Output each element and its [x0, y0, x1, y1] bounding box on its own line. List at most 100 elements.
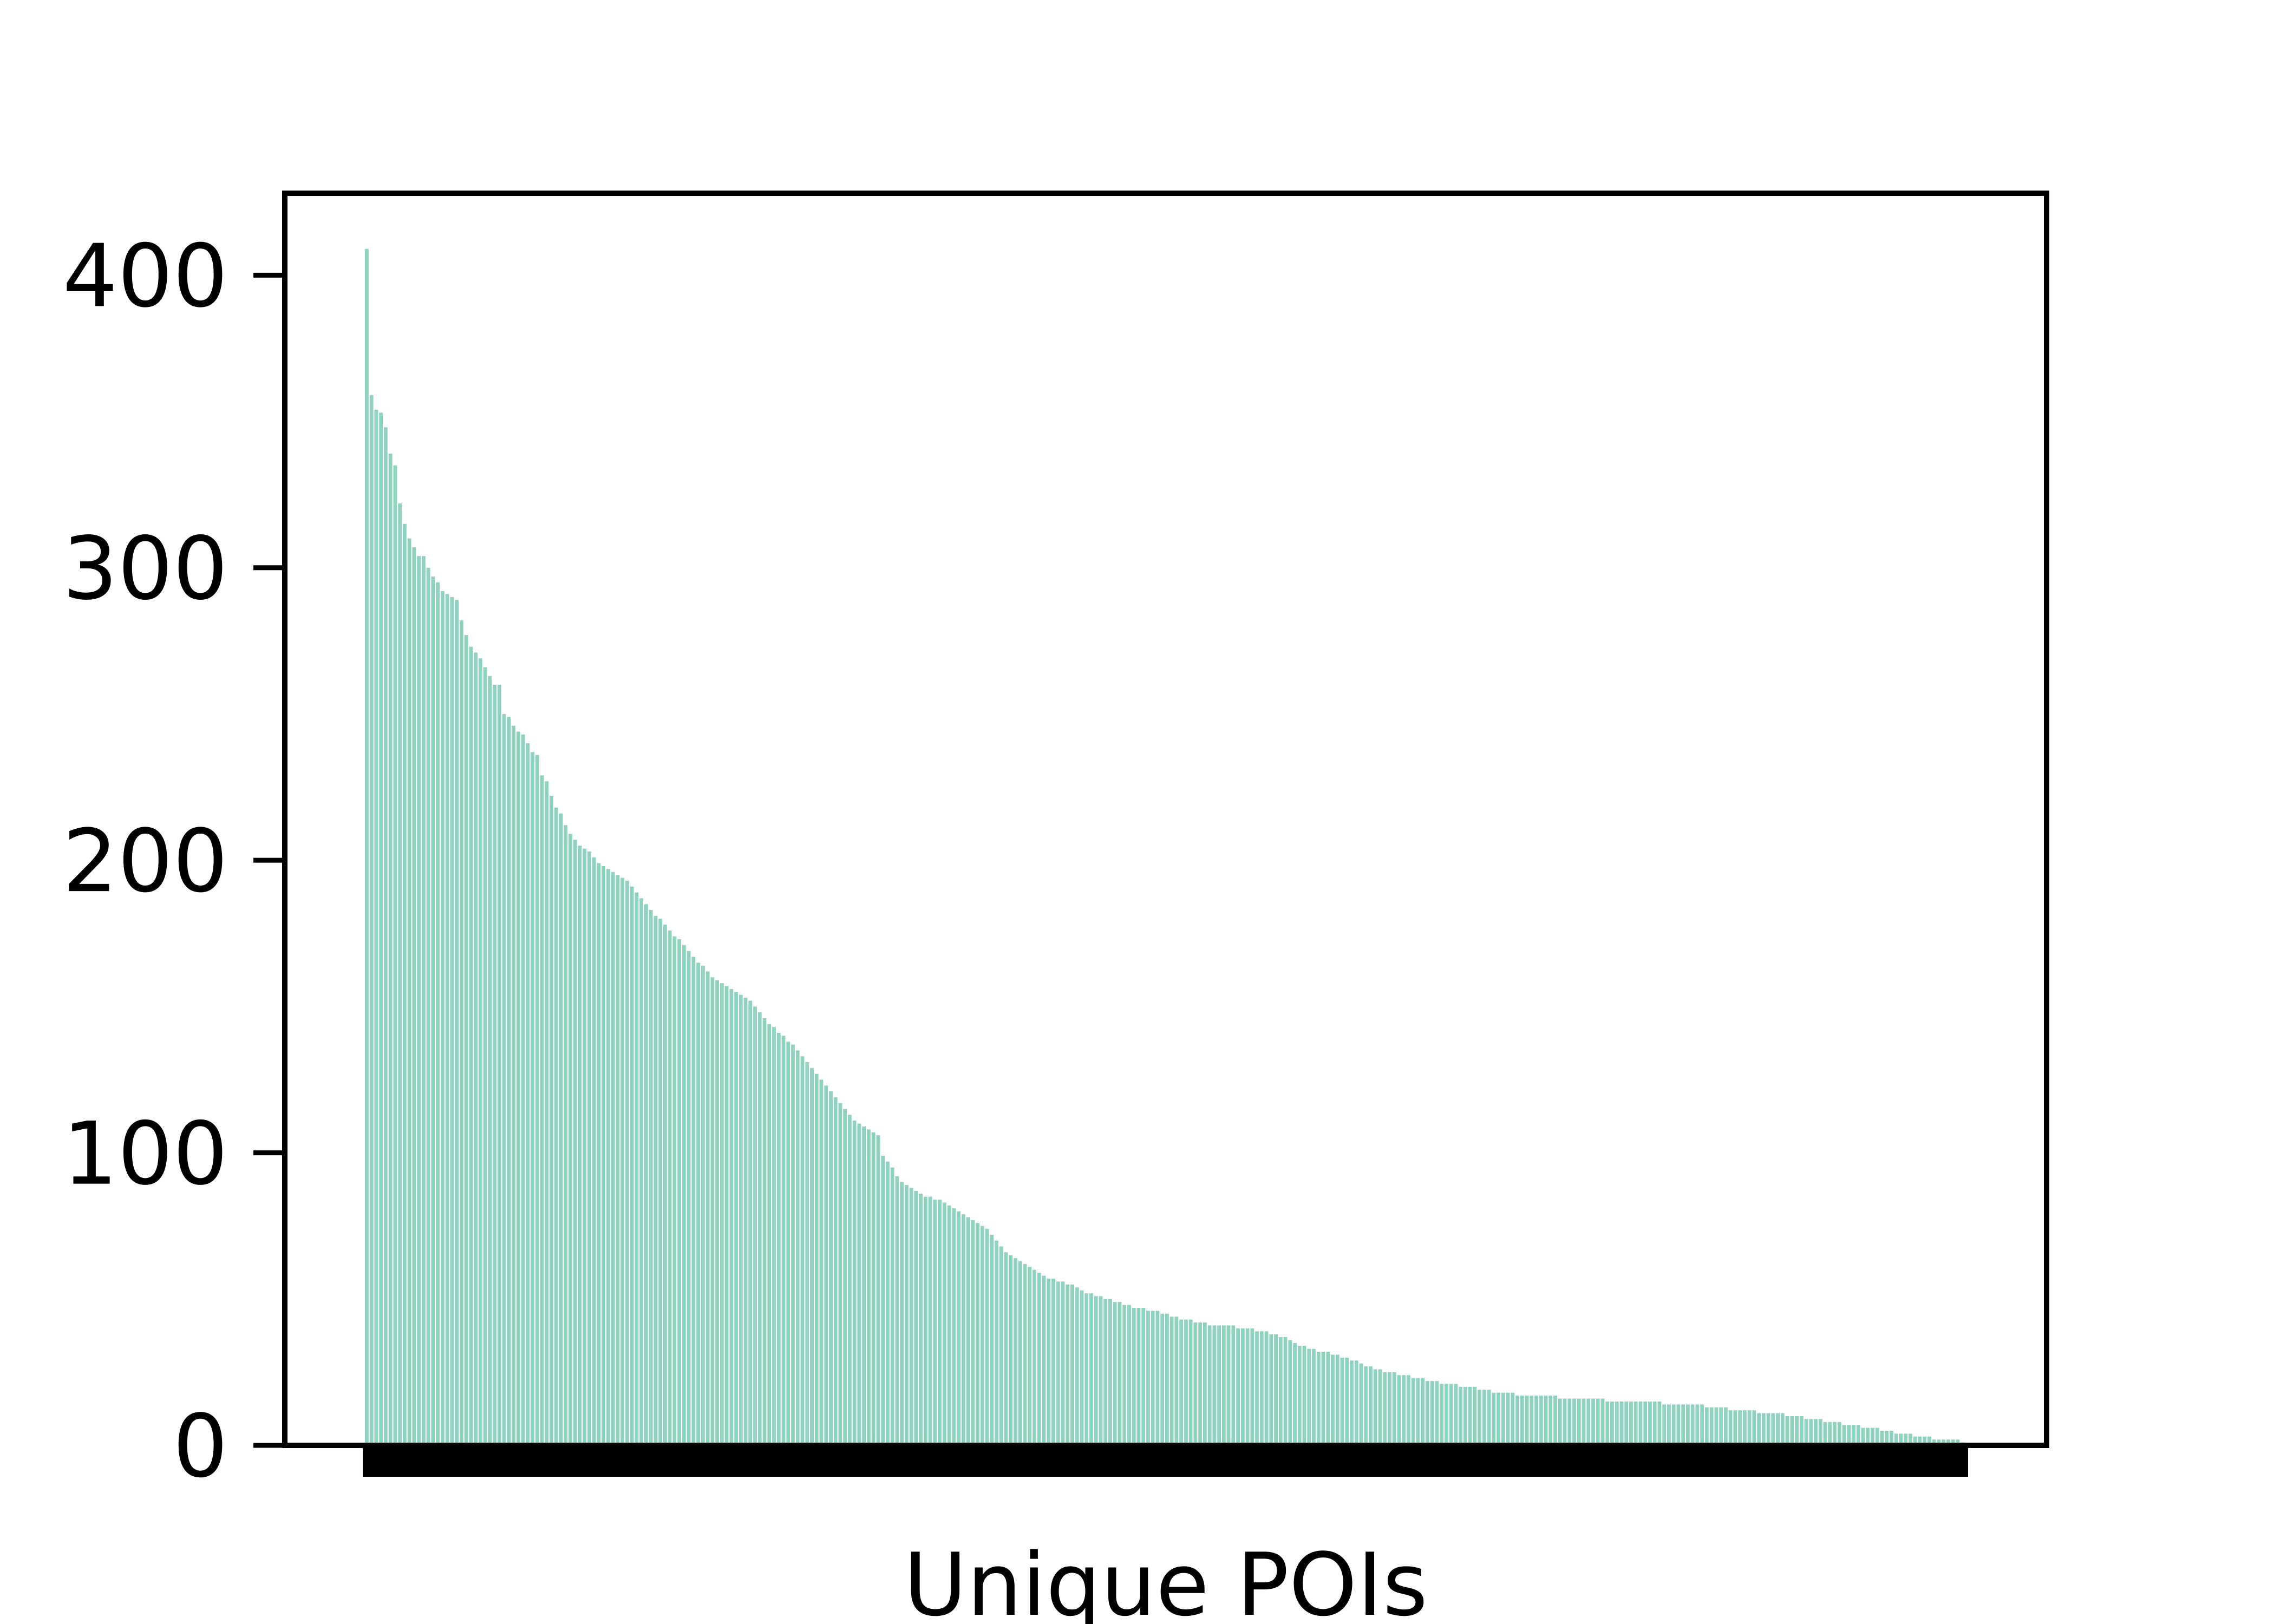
bar [1733, 1410, 1737, 1445]
bar [1160, 1313, 1165, 1445]
bar [1042, 1275, 1046, 1445]
bar [1345, 1357, 1349, 1445]
bar [957, 1211, 961, 1445]
bar [1572, 1398, 1576, 1445]
bar [781, 1036, 786, 1445]
x-axis-title: Unique POIs [904, 1534, 1428, 1624]
bar [1179, 1319, 1184, 1445]
bar [1932, 1439, 1936, 1445]
bar [1444, 1384, 1448, 1445]
bar [1033, 1269, 1036, 1445]
bar [1605, 1401, 1610, 1445]
bar [602, 866, 606, 1445]
bar [1169, 1317, 1174, 1445]
bar [512, 725, 515, 1445]
bar [1388, 1372, 1391, 1445]
bar [786, 1042, 790, 1445]
bar [1596, 1398, 1600, 1445]
bar [1890, 1430, 1893, 1445]
bar [1066, 1284, 1070, 1445]
bar [1747, 1410, 1752, 1445]
bar [1051, 1278, 1055, 1445]
bar [1392, 1372, 1396, 1445]
bar [1790, 1416, 1794, 1445]
bar [890, 1167, 894, 1445]
bar [743, 998, 748, 1445]
bar [606, 869, 610, 1445]
bar [450, 597, 454, 1445]
bar [1615, 1401, 1619, 1445]
bar [1723, 1407, 1728, 1445]
bar [1553, 1396, 1557, 1445]
bar [620, 878, 625, 1445]
bar [1633, 1401, 1638, 1445]
bar [1402, 1375, 1406, 1445]
bar [559, 813, 563, 1445]
bar [1861, 1427, 1865, 1445]
bar [1558, 1398, 1562, 1445]
bar [630, 886, 634, 1445]
bar [445, 594, 449, 1445]
bar [592, 857, 596, 1445]
bar [1492, 1392, 1496, 1445]
bar [1909, 1433, 1912, 1445]
bar [583, 848, 587, 1445]
bar [1473, 1386, 1477, 1445]
bar [1132, 1308, 1136, 1445]
bar [1146, 1311, 1150, 1445]
bar [654, 915, 658, 1445]
bar [545, 781, 549, 1445]
bar [829, 1091, 833, 1445]
bar [1828, 1422, 1832, 1445]
bar [1648, 1401, 1652, 1445]
bar [795, 1050, 800, 1445]
y-tick-label: 400 [63, 225, 228, 326]
bar [1226, 1325, 1231, 1445]
bar [833, 1097, 838, 1445]
bar [1155, 1311, 1160, 1445]
bar [1231, 1325, 1236, 1445]
bar [871, 1132, 875, 1445]
bar [995, 1240, 998, 1445]
bar [1563, 1398, 1567, 1445]
bar [1728, 1410, 1733, 1445]
bar [388, 453, 393, 1445]
bar [1577, 1398, 1581, 1445]
bar [597, 863, 601, 1445]
bar [1217, 1325, 1221, 1445]
bar [1809, 1419, 1813, 1445]
bar [1501, 1392, 1505, 1445]
bar [1193, 1322, 1198, 1445]
bar [976, 1223, 979, 1445]
bar [649, 910, 653, 1445]
bar [663, 925, 667, 1445]
bar [1871, 1427, 1874, 1445]
bar [1833, 1422, 1837, 1445]
bar [805, 1062, 809, 1445]
bar [914, 1190, 918, 1445]
bar [1586, 1398, 1591, 1445]
bar [762, 1018, 767, 1445]
bar [1956, 1439, 1960, 1445]
bar [942, 1202, 946, 1445]
bar [1459, 1386, 1463, 1445]
bar [715, 980, 719, 1445]
bar [1776, 1413, 1780, 1445]
bar [1657, 1401, 1662, 1445]
bar [881, 1155, 885, 1445]
bar [1321, 1352, 1325, 1445]
bar [904, 1185, 909, 1445]
bar [1421, 1378, 1425, 1445]
bar [1307, 1348, 1311, 1445]
bar [1080, 1290, 1084, 1445]
bar [1942, 1439, 1946, 1445]
bar [848, 1115, 852, 1445]
bar [1354, 1360, 1358, 1445]
bar [923, 1196, 927, 1445]
bar [383, 427, 388, 1445]
bar [724, 986, 729, 1445]
bar [1904, 1433, 1908, 1445]
bar [1359, 1363, 1363, 1445]
bar [843, 1109, 847, 1445]
bar [1407, 1375, 1410, 1445]
